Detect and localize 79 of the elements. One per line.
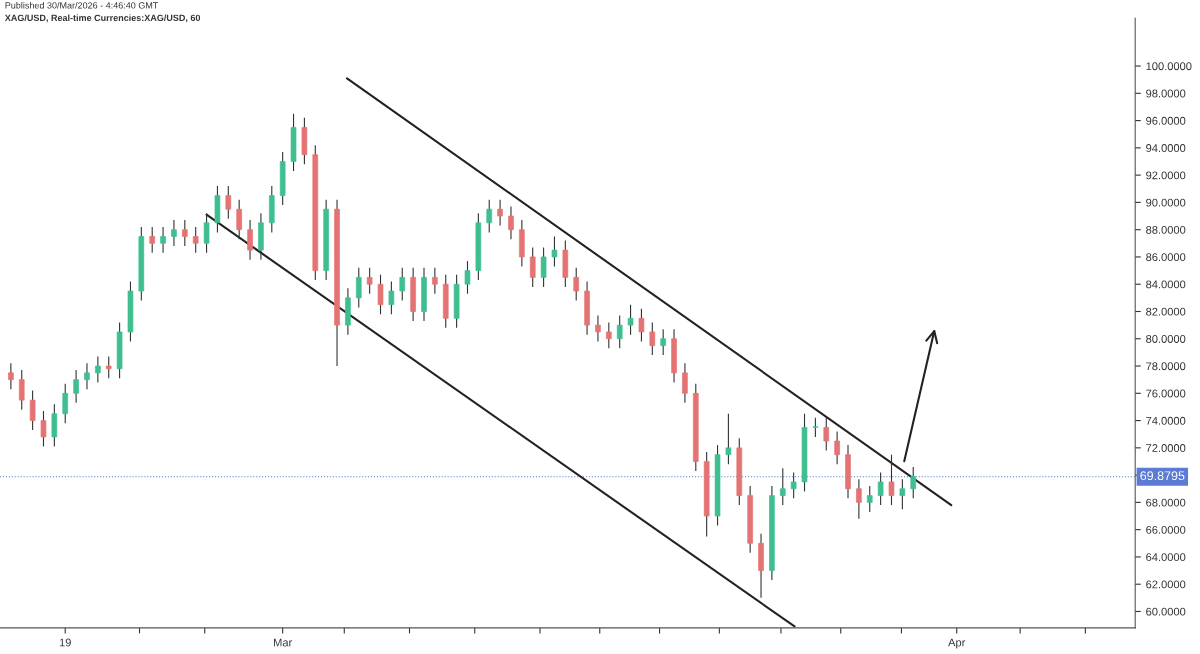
y-tick-label: 72.0000 <box>1146 444 1186 452</box>
candlestick <box>573 267 579 302</box>
chart-title: XAG/USD, Real-time Currencies:XAG/USD, 60 <box>4 14 201 23</box>
candlestick <box>29 390 36 431</box>
candlestick <box>160 226 166 254</box>
candlestick <box>638 308 645 343</box>
candlestick <box>203 212 210 254</box>
candlestick <box>171 219 177 247</box>
x-tick-label: 19 <box>59 638 71 647</box>
y-tick-label: 78.0000 <box>1146 362 1186 371</box>
y-tick-label: 60.0000 <box>1146 607 1186 616</box>
candlestick <box>105 355 112 379</box>
candlestick <box>51 403 58 448</box>
candlestick <box>682 362 688 404</box>
candlestick <box>95 355 101 383</box>
y-tick-label: 90.0000 <box>1146 198 1186 207</box>
candlestick <box>225 185 232 220</box>
candlestick <box>834 430 840 465</box>
candlestick <box>888 454 895 506</box>
y-tick-label: 80.0000 <box>1146 335 1186 343</box>
y-tick-label: 64.0000 <box>1146 553 1186 562</box>
candlestick <box>497 199 503 227</box>
candlestick <box>62 383 69 424</box>
y-tick-label: 86.0000 <box>1146 253 1186 262</box>
candlestick <box>236 199 242 240</box>
y-tick-label: 82.0000 <box>1146 307 1186 316</box>
candlestick <box>812 417 819 438</box>
y-tick-label: 84.0000 <box>1146 280 1186 289</box>
candlestick <box>192 226 199 254</box>
candlestick <box>595 315 601 343</box>
y-tick-label: 66.0000 <box>1146 525 1186 534</box>
y-tick-label: 94.0000 <box>1146 144 1186 152</box>
candlestick <box>660 328 666 356</box>
candlestick <box>73 369 79 404</box>
candlestick <box>247 219 253 261</box>
candlestick <box>877 471 884 506</box>
y-tick-label: 76.0000 <box>1146 389 1186 398</box>
candlestick <box>149 226 155 254</box>
candlestick <box>464 260 471 295</box>
candlestick <box>899 478 906 510</box>
candlestick <box>508 205 514 240</box>
candlestick <box>823 417 830 452</box>
y-tick-label: 92.0000 <box>1146 171 1186 180</box>
candlestick <box>388 280 395 315</box>
candlestick <box>377 274 384 315</box>
candlestick <box>486 199 493 233</box>
candlestick <box>790 471 797 499</box>
y-tick-label: 96.0000 <box>1146 116 1186 125</box>
x-tick-label: Apr <box>948 638 966 649</box>
candlestick <box>616 315 623 349</box>
candlestick <box>366 267 373 295</box>
y-tick-label: 74.0000 <box>1146 416 1186 425</box>
y-tick-label: 100.0000 <box>1146 62 1192 71</box>
candlestick <box>399 267 406 302</box>
candlestick <box>551 235 558 268</box>
candlestick <box>866 485 873 513</box>
candlestick <box>627 304 634 336</box>
y-tick-label: 88.0000 <box>1146 225 1186 234</box>
text: Published 30/Mar/2026 - 4:46:40 GMT <box>5 1 159 9</box>
x-tick-label: Mar <box>274 638 293 647</box>
candlestick <box>84 362 90 390</box>
candlestick <box>18 369 25 411</box>
candlestick <box>182 219 188 247</box>
candlestick <box>8 362 14 390</box>
candlestick <box>910 466 917 499</box>
y-tick-label: 68.0000 <box>1146 498 1186 507</box>
candlestick <box>529 246 536 288</box>
candlestick <box>432 267 438 295</box>
candlestick <box>540 246 547 288</box>
candlestick <box>606 321 612 349</box>
ref-line-label: 69.8795 <box>1140 471 1185 481</box>
candlestick <box>649 321 656 356</box>
y-tick-label: 62.0000 <box>1146 580 1186 589</box>
candlestick <box>355 267 362 308</box>
candlestick <box>779 467 786 506</box>
y-tick-label: 98.0000 <box>1146 89 1186 98</box>
candlestick <box>725 413 732 465</box>
candlestick <box>856 478 862 520</box>
candlestick <box>40 410 47 448</box>
